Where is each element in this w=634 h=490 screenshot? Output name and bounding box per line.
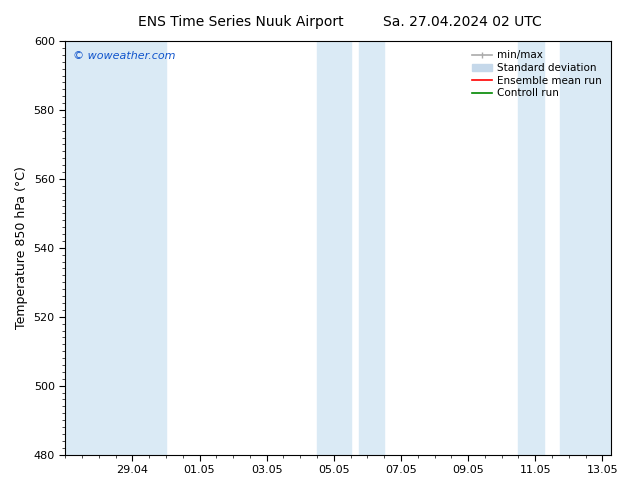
Text: Sa. 27.04.2024 02 UTC: Sa. 27.04.2024 02 UTC [384,15,542,29]
Bar [317,41,351,455]
Text: © woweather.com: © woweather.com [74,51,176,61]
Legend: min/max, Standard deviation, Ensemble mean run, Controll run: min/max, Standard deviation, Ensemble me… [467,46,605,102]
Bar [519,41,543,455]
Y-axis label: Temperature 850 hPa (°C): Temperature 850 hPa (°C) [15,167,28,329]
Bar [65,41,166,455]
Text: ENS Time Series Nuuk Airport: ENS Time Series Nuuk Airport [138,15,344,29]
Bar [560,41,611,455]
Bar [359,41,384,455]
